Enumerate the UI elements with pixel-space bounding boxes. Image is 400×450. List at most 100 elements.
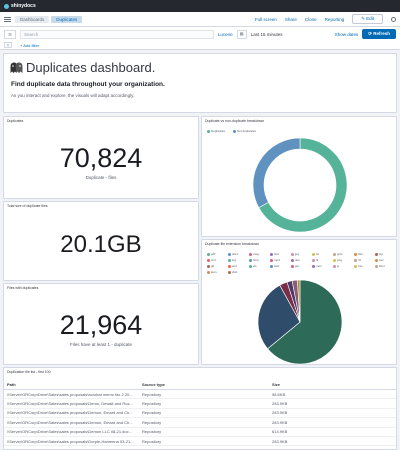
legend-item[interactable]: mp4 xyxy=(270,258,287,262)
breadcrumb-dashboards[interactable]: Dashboards xyxy=(15,15,50,23)
legend-label: tif xyxy=(316,258,319,262)
panel-title: Duplication file list - first 100 xyxy=(7,370,51,374)
table-row[interactable]: \\Server\ORCorp\Drive\Sales\sales propos… xyxy=(4,398,396,409)
gear-icon[interactable] xyxy=(391,16,396,22)
filter-options-button[interactable]: ☰ xyxy=(4,29,16,39)
column-path[interactable]: Path xyxy=(4,380,139,390)
files-with-dup-value: 21,964 xyxy=(59,310,143,340)
legend-item[interactable]: eml xyxy=(228,264,245,268)
legend-swatch xyxy=(270,252,273,256)
nav-actions: Full screen Share Clone Reporting ✎ Edit xyxy=(255,14,396,24)
legend-label: jpg xyxy=(295,252,300,256)
pie-slice-docx[interactable] xyxy=(257,284,301,350)
legend-item[interactable]: css xyxy=(354,264,371,268)
legend-item[interactable]: htm xyxy=(354,252,371,256)
legend-item[interactable]: tif xyxy=(312,258,329,262)
legend-label: wav xyxy=(274,264,280,268)
legend-item[interactable]: jpg xyxy=(291,252,308,256)
legend-swatch xyxy=(354,258,357,262)
cell-source-type: Repository xyxy=(139,436,269,447)
legend-item[interactable]: Duplicates xyxy=(207,129,225,133)
legend-item[interactable]: pptx xyxy=(333,252,350,256)
legend-swatch xyxy=(375,252,378,256)
pie-slice-other[interactable] xyxy=(297,279,301,323)
pie-slice-not-duplicates[interactable] xyxy=(252,137,301,209)
duplicates-value: 70,824 xyxy=(59,143,143,173)
legend-item[interactable]: rtf xyxy=(354,258,371,262)
panel-title: Duplicates xyxy=(7,119,24,123)
panel-title: Total size of duplicate files xyxy=(7,204,48,208)
cell-size: 98.6KB xyxy=(269,389,396,400)
breadcrumb-duplicates: Duplicates xyxy=(51,15,83,23)
legend-label: xlsx xyxy=(274,252,280,256)
table-row[interactable]: \\Server\ORCorp\Drive\Sales\sales propos… xyxy=(4,417,396,428)
legend-item[interactable]: xls xyxy=(249,264,266,268)
legend-item[interactable]: docx xyxy=(228,252,245,256)
table-row[interactable]: \\Server\ORCorp\Drive\Sales\sales propos… xyxy=(4,408,396,419)
legend-item[interactable]: mov xyxy=(312,264,329,268)
legend-item[interactable]: txt xyxy=(312,252,329,256)
app-logo[interactable]: shinydocs xyxy=(11,3,36,9)
panel-title: Duplicate vs non-duplicate breakdown xyxy=(205,119,265,123)
search-input[interactable]: Search xyxy=(20,29,214,39)
edit-button[interactable]: ✎ Edit xyxy=(352,14,383,24)
legend-label: csv xyxy=(379,258,384,262)
legend-item[interactable]: zip xyxy=(375,252,392,256)
add-filter-link[interactable]: + Add filter xyxy=(20,42,40,48)
legend-label: xlsb xyxy=(232,270,238,274)
legend-item[interactable]: xlsb xyxy=(228,270,245,274)
legend-item[interactable]: msg xyxy=(249,252,266,256)
legend-label: mov xyxy=(316,264,322,268)
legend-item[interactable]: xml xyxy=(207,258,224,262)
legend-item[interactable]: log xyxy=(228,258,245,262)
column-size[interactable]: Size xyxy=(269,380,396,390)
legend-item[interactable]: csv xyxy=(375,258,392,262)
panel-title: Duplicate file extension breakdown xyxy=(205,242,260,246)
table-row[interactable]: \\Server\ORCorp\Drive\Sales\sales propos… xyxy=(4,427,396,437)
refresh-button[interactable]: ⟳ Refresh xyxy=(362,29,396,39)
legend-item[interactable]: xlsx xyxy=(270,252,287,256)
legend-label: log xyxy=(232,258,237,262)
query-language-button[interactable]: Lucene xyxy=(217,31,233,37)
calendar-icon[interactable]: ▦ xyxy=(236,29,247,39)
menu-icon[interactable] xyxy=(4,16,11,22)
legend-item[interactable]: Not duplicates xyxy=(233,129,256,133)
legend-item[interactable]: gif xyxy=(207,264,224,268)
cell-size: 283.9KB xyxy=(269,408,396,419)
legend-label: msg xyxy=(253,252,259,256)
legend-item[interactable]: wav xyxy=(270,264,287,268)
column-source-type[interactable]: Source type xyxy=(139,380,269,390)
clone-link[interactable]: Clone xyxy=(304,16,317,22)
cell-source-type: Repository xyxy=(139,398,269,409)
dashboard-subheading: Find duplicate data throughout your orga… xyxy=(11,81,165,88)
legend-label: ppt xyxy=(295,264,300,268)
table-row[interactable]: \\Server\ORCorp\Drive\Sales\sales propos… xyxy=(4,436,396,447)
extension-pie-chart xyxy=(257,279,343,365)
legend-item[interactable]: png xyxy=(333,258,350,262)
show-dates-link[interactable]: Show dates xyxy=(334,31,359,37)
extension-breakdown-panel: Duplicate file extension breakdown pdf do… xyxy=(201,239,397,365)
pie-slice-pdf[interactable] xyxy=(267,279,343,365)
legend-label: pdf xyxy=(211,252,216,256)
full-screen-link[interactable]: Full screen xyxy=(254,16,277,22)
time-range[interactable]: Last 15 minutes xyxy=(250,31,283,37)
legend-label: json xyxy=(211,270,217,274)
legend-item[interactable]: js xyxy=(333,264,350,268)
legend-item[interactable]: html xyxy=(375,264,392,268)
legend-item[interactable]: pdf xyxy=(207,252,224,256)
legend-item[interactable]: ppt xyxy=(291,264,308,268)
reporting-link[interactable]: Reporting xyxy=(324,16,345,22)
legend-swatch xyxy=(375,258,378,262)
legend-item[interactable]: bmp xyxy=(249,258,266,262)
dashboard-description: As you interact and explore, the visuals… xyxy=(11,93,135,98)
share-link[interactable]: Share xyxy=(284,16,297,22)
file-list-table: Path Source type Size \\Server\ORCorp\Dr… xyxy=(4,380,396,447)
filter-menu-icon[interactable]: ◎ xyxy=(4,42,12,48)
legend-item[interactable]: json xyxy=(207,270,224,274)
cell-path: \\Server\ORCorp\Drive\Sales\sales propos… xyxy=(4,427,139,437)
legend-label: Duplicates xyxy=(211,129,226,133)
legend-swatch xyxy=(207,252,210,256)
legend-item[interactable]: doc xyxy=(291,258,308,262)
legend-label: pptx xyxy=(337,252,343,256)
table-row[interactable]: \\Server\ORCorp\Drive\Sales\sales propos… xyxy=(4,389,396,400)
